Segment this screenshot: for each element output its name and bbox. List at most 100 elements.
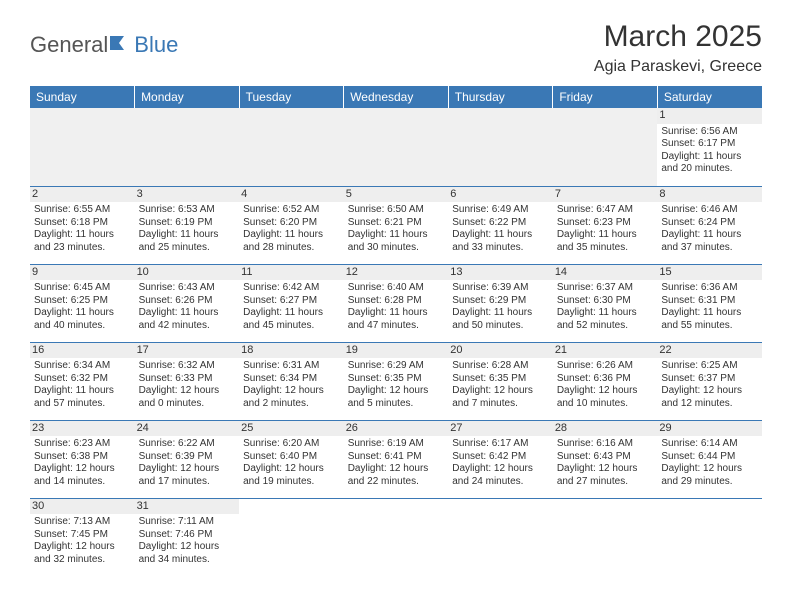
day-number: 13 bbox=[448, 265, 553, 281]
calendar-cell bbox=[239, 498, 344, 576]
sunset-text: Sunset: 7:45 PM bbox=[34, 529, 131, 542]
sunrise-text: Sunrise: 6:43 AM bbox=[139, 282, 236, 295]
month-title: March 2025 bbox=[594, 20, 762, 54]
calendar-cell bbox=[344, 498, 449, 576]
calendar-cell: 3Sunrise: 6:53 AMSunset: 6:19 PMDaylight… bbox=[135, 186, 240, 264]
calendar-cell bbox=[344, 108, 449, 186]
sunset-text: Sunset: 6:35 PM bbox=[348, 373, 445, 386]
sunrise-text: Sunrise: 6:32 AM bbox=[139, 360, 236, 373]
weekday-header: Tuesday bbox=[239, 86, 344, 108]
sunset-text: Sunset: 6:22 PM bbox=[452, 217, 549, 230]
calendar-cell bbox=[553, 498, 658, 576]
calendar-cell bbox=[657, 498, 762, 576]
calendar-cell: 26Sunrise: 6:19 AMSunset: 6:41 PMDayligh… bbox=[344, 420, 449, 498]
calendar-header: SundayMondayTuesdayWednesdayThursdayFrid… bbox=[30, 86, 762, 108]
day-number: 31 bbox=[135, 499, 240, 515]
sunset-text: Sunset: 6:18 PM bbox=[34, 217, 131, 230]
calendar-cell: 21Sunrise: 6:26 AMSunset: 6:36 PMDayligh… bbox=[553, 342, 658, 420]
sunrise-text: Sunrise: 6:45 AM bbox=[34, 282, 131, 295]
calendar-cell: 31Sunrise: 7:11 AMSunset: 7:46 PMDayligh… bbox=[135, 498, 240, 576]
daylight-text: Daylight: 11 hours and 25 minutes. bbox=[139, 229, 236, 254]
sunset-text: Sunset: 6:38 PM bbox=[34, 451, 131, 464]
title-block: March 2025 Agia Paraskevi, Greece bbox=[594, 20, 762, 76]
sunrise-text: Sunrise: 6:17 AM bbox=[452, 438, 549, 451]
daylight-text: Daylight: 11 hours and 42 minutes. bbox=[139, 307, 236, 332]
day-number: 3 bbox=[135, 187, 240, 203]
calendar-cell: 28Sunrise: 6:16 AMSunset: 6:43 PMDayligh… bbox=[553, 420, 658, 498]
weekday-header: Saturday bbox=[657, 86, 762, 108]
day-number: 22 bbox=[657, 343, 762, 359]
calendar-cell: 10Sunrise: 6:43 AMSunset: 6:26 PMDayligh… bbox=[135, 264, 240, 342]
day-number: 23 bbox=[30, 421, 135, 437]
sunrise-text: Sunrise: 6:14 AM bbox=[661, 438, 758, 451]
sunrise-text: Sunrise: 7:11 AM bbox=[139, 516, 236, 529]
weekday-header: Thursday bbox=[448, 86, 553, 108]
sunset-text: Sunset: 6:31 PM bbox=[661, 295, 758, 308]
sunset-text: Sunset: 6:25 PM bbox=[34, 295, 131, 308]
sunset-text: Sunset: 7:46 PM bbox=[139, 529, 236, 542]
calendar-cell bbox=[448, 108, 553, 186]
sunrise-text: Sunrise: 6:46 AM bbox=[661, 204, 758, 217]
location: Agia Paraskevi, Greece bbox=[594, 58, 762, 76]
sunset-text: Sunset: 6:24 PM bbox=[661, 217, 758, 230]
sunset-text: Sunset: 6:39 PM bbox=[139, 451, 236, 464]
daylight-text: Daylight: 12 hours and 14 minutes. bbox=[34, 463, 131, 488]
day-number: 6 bbox=[448, 187, 553, 203]
sunrise-text: Sunrise: 6:31 AM bbox=[243, 360, 340, 373]
daylight-text: Daylight: 11 hours and 35 minutes. bbox=[557, 229, 654, 254]
calendar-cell: 8Sunrise: 6:46 AMSunset: 6:24 PMDaylight… bbox=[657, 186, 762, 264]
sunset-text: Sunset: 6:41 PM bbox=[348, 451, 445, 464]
calendar-cell: 2Sunrise: 6:55 AMSunset: 6:18 PMDaylight… bbox=[30, 186, 135, 264]
calendar-cell: 30Sunrise: 7:13 AMSunset: 7:45 PMDayligh… bbox=[30, 498, 135, 576]
sunrise-text: Sunrise: 6:47 AM bbox=[557, 204, 654, 217]
calendar-cell bbox=[448, 498, 553, 576]
sunset-text: Sunset: 6:40 PM bbox=[243, 451, 340, 464]
calendar-cell: 19Sunrise: 6:29 AMSunset: 6:35 PMDayligh… bbox=[344, 342, 449, 420]
daylight-text: Daylight: 12 hours and 0 minutes. bbox=[139, 385, 236, 410]
calendar-cell: 16Sunrise: 6:34 AMSunset: 6:32 PMDayligh… bbox=[30, 342, 135, 420]
calendar-cell: 9Sunrise: 6:45 AMSunset: 6:25 PMDaylight… bbox=[30, 264, 135, 342]
calendar-cell: 7Sunrise: 6:47 AMSunset: 6:23 PMDaylight… bbox=[553, 186, 658, 264]
sunrise-text: Sunrise: 6:56 AM bbox=[661, 126, 758, 139]
sunset-text: Sunset: 6:34 PM bbox=[243, 373, 340, 386]
sunrise-text: Sunrise: 6:22 AM bbox=[139, 438, 236, 451]
sunrise-text: Sunrise: 6:26 AM bbox=[557, 360, 654, 373]
daylight-text: Daylight: 12 hours and 29 minutes. bbox=[661, 463, 758, 488]
sunrise-text: Sunrise: 6:52 AM bbox=[243, 204, 340, 217]
day-number: 5 bbox=[344, 187, 449, 203]
sunset-text: Sunset: 6:28 PM bbox=[348, 295, 445, 308]
sunset-text: Sunset: 6:43 PM bbox=[557, 451, 654, 464]
daylight-text: Daylight: 11 hours and 50 minutes. bbox=[452, 307, 549, 332]
daylight-text: Daylight: 11 hours and 30 minutes. bbox=[348, 229, 445, 254]
calendar-cell: 13Sunrise: 6:39 AMSunset: 6:29 PMDayligh… bbox=[448, 264, 553, 342]
daylight-text: Daylight: 12 hours and 10 minutes. bbox=[557, 385, 654, 410]
daylight-text: Daylight: 11 hours and 33 minutes. bbox=[452, 229, 549, 254]
logo-text-general: General bbox=[30, 32, 108, 58]
daylight-text: Daylight: 12 hours and 34 minutes. bbox=[139, 541, 236, 566]
sunrise-text: Sunrise: 6:23 AM bbox=[34, 438, 131, 451]
daylight-text: Daylight: 12 hours and 24 minutes. bbox=[452, 463, 549, 488]
header-row: General Blue March 2025 Agia Paraskevi, G… bbox=[30, 20, 762, 76]
sunset-text: Sunset: 6:17 PM bbox=[661, 138, 758, 151]
sunset-text: Sunset: 6:37 PM bbox=[661, 373, 758, 386]
calendar-cell: 20Sunrise: 6:28 AMSunset: 6:35 PMDayligh… bbox=[448, 342, 553, 420]
sunrise-text: Sunrise: 6:40 AM bbox=[348, 282, 445, 295]
day-number: 20 bbox=[448, 343, 553, 359]
calendar-cell: 27Sunrise: 6:17 AMSunset: 6:42 PMDayligh… bbox=[448, 420, 553, 498]
day-number: 11 bbox=[239, 265, 344, 281]
daylight-text: Daylight: 12 hours and 5 minutes. bbox=[348, 385, 445, 410]
calendar-table: SundayMondayTuesdayWednesdayThursdayFrid… bbox=[30, 86, 762, 576]
day-number: 15 bbox=[657, 265, 762, 281]
daylight-text: Daylight: 11 hours and 45 minutes. bbox=[243, 307, 340, 332]
sunset-text: Sunset: 6:30 PM bbox=[557, 295, 654, 308]
logo-text-blue: Blue bbox=[134, 32, 178, 58]
sunset-text: Sunset: 6:21 PM bbox=[348, 217, 445, 230]
sunrise-text: Sunrise: 6:50 AM bbox=[348, 204, 445, 217]
weekday-header: Monday bbox=[135, 86, 240, 108]
day-number: 14 bbox=[553, 265, 658, 281]
calendar-cell: 29Sunrise: 6:14 AMSunset: 6:44 PMDayligh… bbox=[657, 420, 762, 498]
calendar-body: 1Sunrise: 6:56 AMSunset: 6:17 PMDaylight… bbox=[30, 108, 762, 576]
sunrise-text: Sunrise: 6:39 AM bbox=[452, 282, 549, 295]
calendar-cell bbox=[553, 108, 658, 186]
sunset-text: Sunset: 6:35 PM bbox=[452, 373, 549, 386]
